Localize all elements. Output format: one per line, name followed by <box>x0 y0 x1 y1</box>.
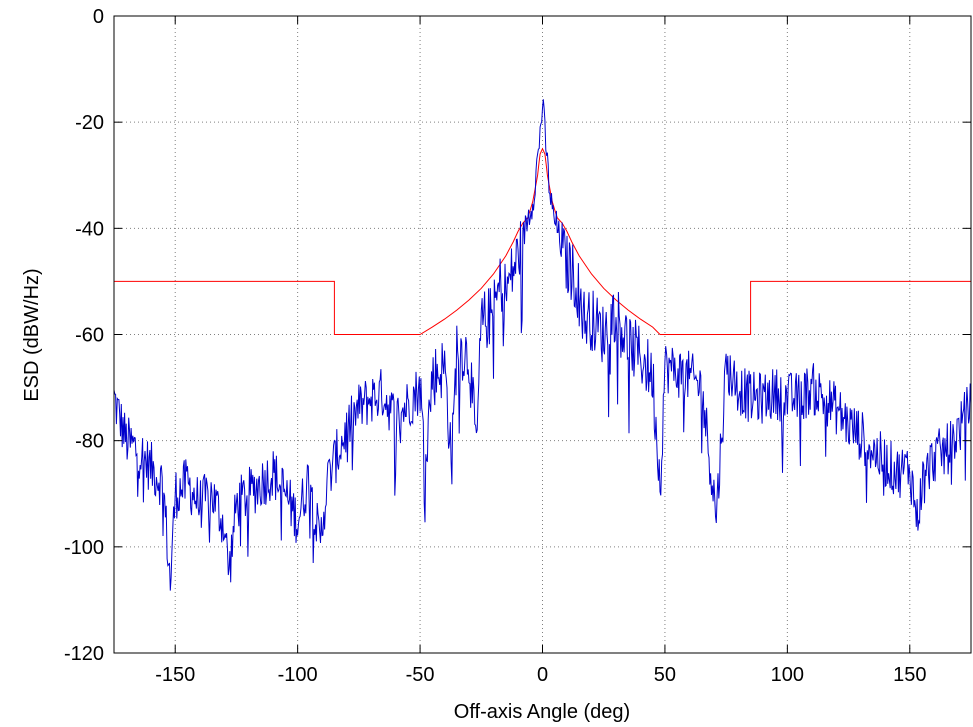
y-tick-label: 0 <box>93 6 104 28</box>
x-tick-label: 0 <box>537 664 548 686</box>
x-axis-title: Off-axis Angle (deg) <box>454 701 630 723</box>
y-tick-label: -40 <box>75 218 104 240</box>
x-tick-label: -50 <box>406 664 435 686</box>
y-tick-label: -20 <box>75 112 104 134</box>
x-tick-label: -100 <box>278 664 318 686</box>
x-tick-label: 100 <box>771 664 804 686</box>
y-axis-title: ESD (dBW/Hz) <box>21 268 43 401</box>
y-tick-label: -120 <box>64 643 104 665</box>
ticks: -150 -100 -50 0 50 100 150 -120 -100 -80 -60 -40 -20… <box>64 6 971 686</box>
series-layer <box>113 99 972 591</box>
measured-series-line <box>113 99 972 591</box>
x-tick-label: 150 <box>893 664 926 686</box>
mask-series-line <box>114 147 971 335</box>
x-tick-label: 50 <box>654 664 676 686</box>
y-tick-label: -80 <box>75 431 104 453</box>
y-tick-label: -100 <box>64 537 104 559</box>
x-tick-label: -150 <box>155 664 195 686</box>
y-tick-label: -60 <box>75 325 104 347</box>
